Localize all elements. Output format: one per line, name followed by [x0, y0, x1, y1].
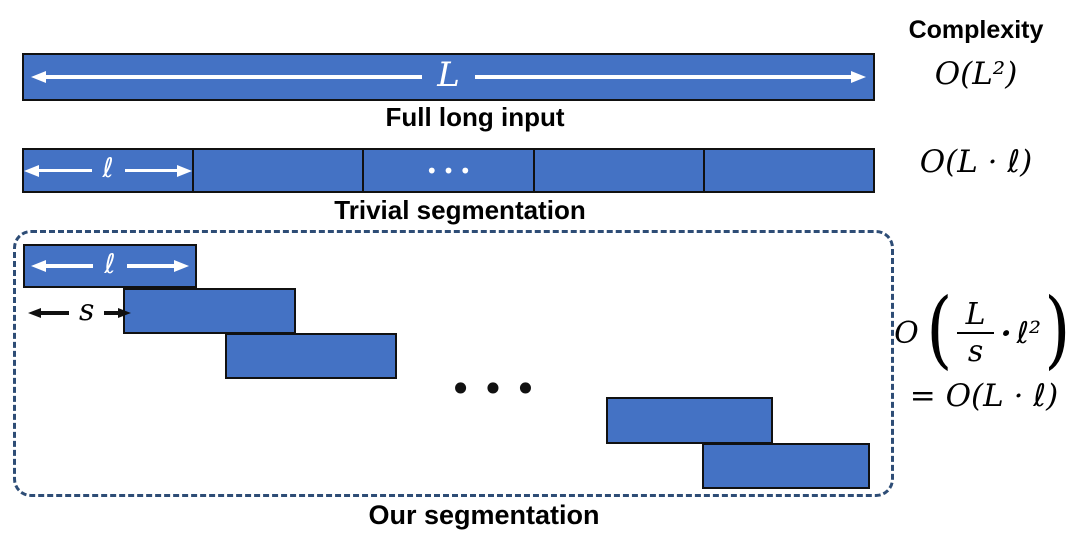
fraction-L-over-s: L s: [956, 298, 995, 369]
fraction-denominator: s: [967, 334, 984, 369]
our-segment-4: [606, 397, 773, 444]
close-paren: ): [1044, 280, 1071, 379]
trivial-segment-5: [705, 150, 873, 191]
arrowhead-left-icon: [31, 260, 46, 272]
stride-annotation: s: [28, 293, 132, 328]
segment-length-label: ℓ: [104, 248, 116, 280]
our-segment-5: [702, 443, 870, 489]
length-L-arrow: L: [31, 55, 867, 99]
our-segmentation-box: [13, 230, 894, 497]
ell-squared-term: ℓ²: [1016, 315, 1042, 351]
ellipsis-dots: •••: [449, 367, 547, 411]
stride-label: s: [79, 293, 95, 328]
complexity-formula-line1: O ( L s · ℓ² ): [889, 286, 1079, 380]
arrowhead-right-icon: [118, 308, 132, 318]
arrow-line: [46, 264, 94, 268]
arrow-line: [46, 75, 423, 79]
trivial-segment-1: ℓ: [24, 150, 195, 191]
arrow-line: [124, 168, 178, 173]
our-segment-3: [225, 333, 397, 379]
trivial-segmentation-complexity: O(L · ℓ): [919, 144, 1033, 180]
arrow-line: [41, 311, 69, 315]
full-input-complexity: O(L²): [934, 56, 1018, 92]
ellipsis-dots: •••: [425, 158, 477, 183]
our-segmentation-complexity: O ( L s · ℓ² ) = O(L · ℓ): [889, 286, 1079, 414]
complexity-formula-line2: = O(L · ℓ): [909, 378, 1059, 414]
fraction-numerator: L: [956, 298, 995, 334]
segment-length-label: ℓ: [102, 153, 114, 184]
arrowhead-right-icon: [177, 164, 193, 177]
full-input-caption: Full long input: [385, 102, 565, 132]
arrow-line: [39, 168, 92, 173]
our-segment-1: ℓ: [23, 244, 197, 288]
arrow-line: [474, 75, 852, 79]
arrowhead-left-icon: [24, 164, 39, 177]
big-o-symbol: O: [894, 315, 919, 351]
segment-length-arrow: ℓ: [24, 150, 193, 191]
arrowhead-left-icon: [31, 71, 46, 83]
complexity-header: Complexity: [908, 16, 1044, 44]
trivial-segment-2: [194, 150, 365, 191]
our-segmentation-caption: Our segmentation: [368, 500, 600, 530]
our-segment-2: [123, 288, 296, 334]
arrowhead-left-icon: [28, 308, 41, 318]
arrowhead-right-icon: [851, 71, 867, 83]
trivial-segmentation-caption: Trivial segmentation: [334, 195, 586, 225]
length-L-label: L: [437, 55, 460, 95]
arrowhead-right-icon: [174, 260, 189, 272]
trivial-segment-3: •••: [364, 150, 535, 191]
segment-length-arrow: ℓ: [31, 246, 189, 286]
open-paren: (: [926, 280, 953, 379]
arrow-line: [104, 311, 119, 315]
multiplication-dot: ·: [1000, 314, 1012, 352]
trivial-segmentation-bar: ℓ •••: [22, 148, 875, 193]
full-input-bar: L: [22, 53, 875, 101]
trivial-segment-4: [535, 150, 705, 191]
arrow-line: [126, 264, 174, 268]
